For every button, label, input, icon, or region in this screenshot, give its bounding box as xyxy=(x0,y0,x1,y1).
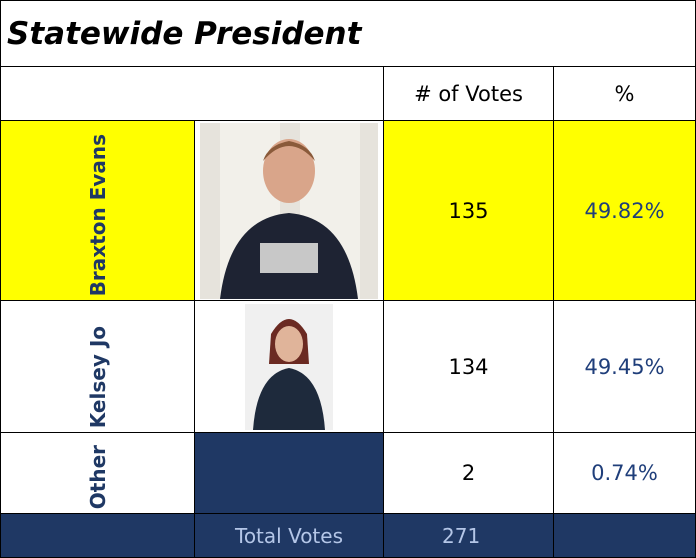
total-label: Total Votes xyxy=(195,514,384,558)
total-votes: 271 xyxy=(384,514,554,558)
candidate-name-cell: Other xyxy=(0,433,195,514)
percent: 49.82% xyxy=(554,121,696,301)
candidate-photo xyxy=(245,304,333,430)
votes: 134 xyxy=(384,301,554,433)
votes: 2 xyxy=(384,433,554,514)
photo-cell xyxy=(195,301,384,433)
candidate-photo xyxy=(200,123,378,299)
candidate-name-cell: Kelsey Jo xyxy=(0,301,195,433)
votes: 135 xyxy=(384,121,554,301)
header-percent: % xyxy=(554,67,696,121)
percent: 49.45% xyxy=(554,301,696,433)
candidate-name: Braxton Evans xyxy=(86,134,110,296)
candidate-name: Kelsey Jo xyxy=(86,326,110,428)
candidate-name-cell: Braxton Evans xyxy=(0,121,195,301)
total-blank xyxy=(0,514,195,558)
results-table: Statewide President # of Votes % Braxton… xyxy=(0,0,696,558)
title: Statewide President xyxy=(0,0,696,67)
candidate-name: Other xyxy=(86,445,110,509)
photo-cell xyxy=(195,121,384,301)
header-votes: # of Votes xyxy=(384,67,554,121)
total-blank xyxy=(554,514,696,558)
header-blank xyxy=(0,67,384,121)
percent: 0.74% xyxy=(554,433,696,514)
photo-cell xyxy=(195,433,384,514)
